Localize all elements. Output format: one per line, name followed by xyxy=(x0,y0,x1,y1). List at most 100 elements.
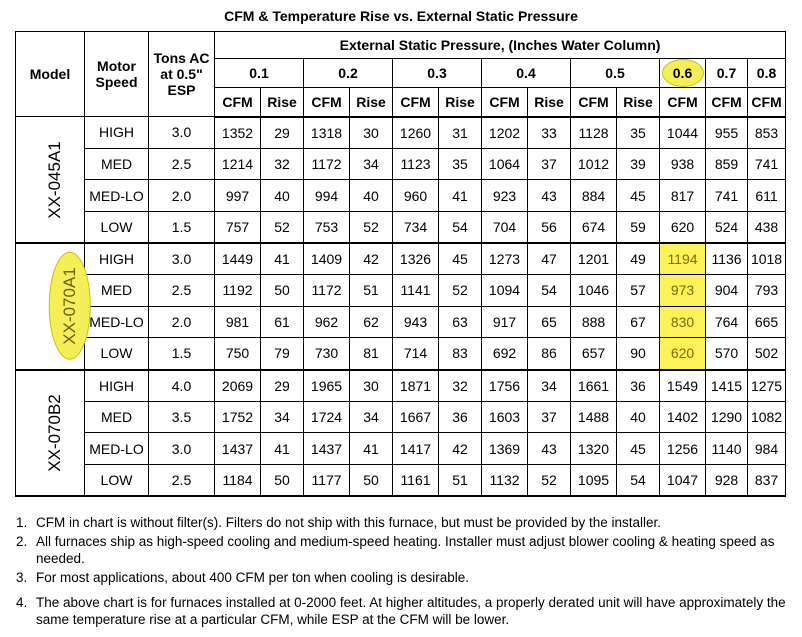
note-text: The above chart is for furnaces installe… xyxy=(36,595,786,627)
table-row: MED-LO 2.0 997 40 994 40 960 41 923 43 884 45 817 741… xyxy=(16,179,787,212)
tons-cell: 1.5 xyxy=(148,210,215,244)
header-esp-0-8: 0.8 xyxy=(746,58,787,88)
cfm-table: Model Motor Speed Tons AC at 0.5" ESP Ex… xyxy=(15,31,787,497)
table-row: XX-070A1 HIGH 3.0 1449 41 1409 42 1326 45 1273 47 1… xyxy=(15,242,787,371)
cfm-cell: 888 xyxy=(570,305,617,339)
cfm-cell: 1172 xyxy=(303,147,350,181)
rise-cell: 37 xyxy=(527,147,571,181)
cfm-cell: 1161 xyxy=(392,463,439,497)
cfm-cell: 994 xyxy=(303,179,350,212)
table-row: MED 2.5 1192 50 1172 51 1141 52 1094 54 1046 57 973 9… xyxy=(16,274,787,307)
cfm-cell: 1369 xyxy=(481,432,528,465)
header-model: Model xyxy=(15,31,85,117)
rise-cell: 41 xyxy=(349,432,393,465)
rise-cell: 86 xyxy=(527,337,571,371)
cfm-cell: 1172 xyxy=(303,274,350,307)
cfm-cell: 1192 xyxy=(214,274,261,307)
motor-speed-cell: LOW xyxy=(84,210,149,244)
cfm-cell: 1018 xyxy=(746,242,787,276)
header-esp-0-5: 0.5 xyxy=(570,58,660,88)
rise-cell: 51 xyxy=(438,463,482,497)
cfm-cell: 917 xyxy=(481,305,528,339)
chart-title: CFM & Temperature Rise vs. External Stat… xyxy=(224,8,578,24)
notes: 1. CFM in chart is without filter(s). Fil… xyxy=(16,514,790,630)
rise-cell: 67 xyxy=(616,305,660,339)
header-rise: Rise xyxy=(616,87,660,118)
note-text: For most applications, about 400 CFM per… xyxy=(36,570,469,585)
rise-cell: 51 xyxy=(349,274,393,307)
cfm-cell: 1047 xyxy=(659,463,706,497)
cfm-cell: 1275 xyxy=(746,369,787,402)
cfm-cell: 1437 xyxy=(214,432,261,465)
rise-cell: 83 xyxy=(438,337,482,371)
rise-cell: 43 xyxy=(527,432,571,465)
rise-cell: 43 xyxy=(527,179,571,212)
motor-speed-cell: MED xyxy=(84,147,149,181)
motor-speed-cell: MED-LO xyxy=(84,432,149,465)
cfm-cell: 611 xyxy=(746,179,787,212)
table-row: LOW 1.5 757 52 753 52 734 54 704 56 674 59 620 524 438 xyxy=(16,210,787,244)
cfm-cell: 1128 xyxy=(570,116,617,149)
cfm-cell: 904 xyxy=(705,274,748,307)
motor-speed-cell: MED xyxy=(84,274,149,307)
cfm-cell: 928 xyxy=(705,463,748,497)
rise-cell: 35 xyxy=(438,147,482,181)
cfm-cell: 1549 xyxy=(659,369,706,402)
cfm-cell: 1724 xyxy=(303,400,350,434)
header-rise: Rise xyxy=(349,87,393,118)
cfm-cell: 1437 xyxy=(303,432,350,465)
header-cfm: CFM xyxy=(392,87,439,118)
cfm-cell: 1488 xyxy=(570,400,617,434)
header-cfm: CFM xyxy=(746,87,787,118)
table-row: MED 2.5 1214 32 1172 34 1123 35 1064 37 1012 39 938 8… xyxy=(16,147,787,181)
cfm-cell: 1201 xyxy=(570,242,617,276)
rise-cell: 41 xyxy=(438,179,482,212)
header-cfm: CFM xyxy=(303,87,350,118)
motor-speed-cell: MED xyxy=(84,400,149,434)
rise-cell: 34 xyxy=(260,400,304,434)
cfm-cell: 830 xyxy=(659,305,706,339)
header-esp-0-3: 0.3 xyxy=(392,58,482,88)
cfm-cell: 1064 xyxy=(481,147,528,181)
cfm-cell: 1095 xyxy=(570,463,617,497)
cfm-cell: 741 xyxy=(746,147,787,181)
rise-cell: 79 xyxy=(260,337,304,371)
rise-cell: 63 xyxy=(438,305,482,339)
rise-cell: 81 xyxy=(349,337,393,371)
table-row: XX-070B2 HIGH 4.0 2069 29 1965 30 1871 32 1756 34 1… xyxy=(15,369,787,497)
rise-cell: 29 xyxy=(260,369,304,402)
rise-cell: 45 xyxy=(616,179,660,212)
model-label: XX-070A1 xyxy=(48,252,91,360)
header-cfm: CFM xyxy=(481,87,528,118)
cfm-cell: 923 xyxy=(481,179,528,212)
rise-cell: 47 xyxy=(527,242,571,276)
header-motor-speed: Motor Speed xyxy=(84,31,149,117)
cfm-cell: 1756 xyxy=(481,369,528,402)
rise-cell: 35 xyxy=(616,116,660,149)
note-number: 2. xyxy=(16,534,28,549)
rise-cell: 42 xyxy=(438,432,482,465)
cfm-cell: 2069 xyxy=(214,369,261,402)
header-rise: Rise xyxy=(438,87,482,118)
cfm-cell: 962 xyxy=(303,305,350,339)
rise-cell: 57 xyxy=(616,274,660,307)
motor-speed-cell: HIGH xyxy=(84,369,149,402)
rise-cell: 52 xyxy=(260,210,304,244)
cfm-cell: 960 xyxy=(392,179,439,212)
cfm-cell: 657 xyxy=(570,337,617,371)
cfm-cell: 1409 xyxy=(303,242,350,276)
tons-cell: 2.5 xyxy=(148,463,215,497)
highlight-circle xyxy=(661,59,704,87)
cfm-cell: 1326 xyxy=(392,242,439,276)
cfm-cell: 1082 xyxy=(746,400,787,434)
note-number: 4. xyxy=(16,595,28,610)
cfm-cell: 1273 xyxy=(481,242,528,276)
header-esp-0-2: 0.2 xyxy=(303,58,393,88)
cfm-cell: 938 xyxy=(659,147,706,181)
cfm-cell: 1140 xyxy=(705,432,748,465)
model-label: XX-045A1 xyxy=(44,140,64,219)
cfm-cell: 981 xyxy=(214,305,261,339)
cfm-cell: 1012 xyxy=(570,147,617,181)
cfm-cell: 1290 xyxy=(705,400,748,434)
rise-cell: 56 xyxy=(527,210,571,244)
